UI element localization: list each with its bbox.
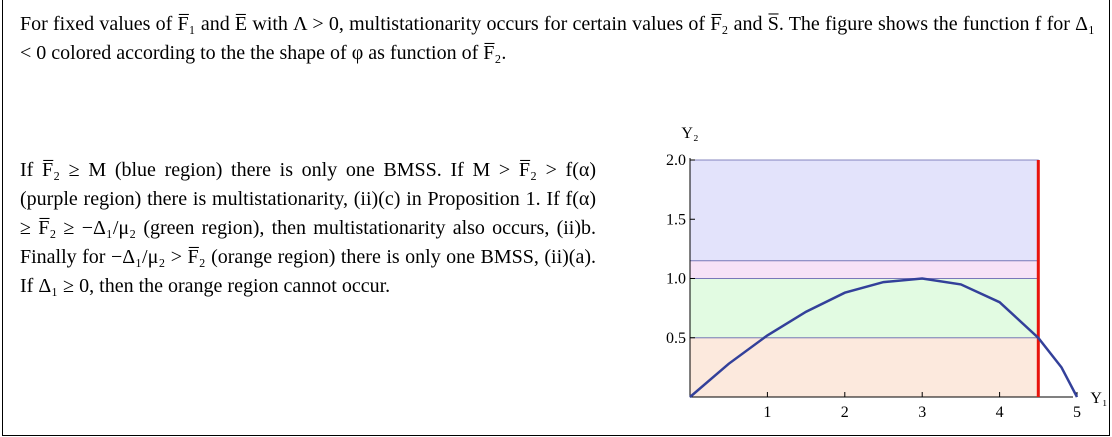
x-tick-label: 1 [763, 404, 771, 421]
y-tick-label: 0.5 [666, 330, 686, 347]
curve [689, 277, 1079, 398]
x-tick-label: 3 [918, 404, 926, 421]
x-axis-label: Y₁ [1090, 390, 1107, 407]
y-tick-label: 1.0 [666, 271, 686, 288]
x-tick-label: 5 [1073, 404, 1081, 421]
body-paragraph: If F̅₂ ≥ M (blue region) there is only o… [20, 159, 596, 297]
region [689, 159, 1039, 262]
x-tick-label: 4 [996, 404, 1004, 421]
x-tick-label: 2 [841, 404, 849, 421]
y-axis-label: Y₂ [681, 125, 698, 142]
region [689, 260, 1039, 279]
y-tick-label: 1.5 [666, 211, 686, 228]
y-tick-label: 2.0 [666, 152, 686, 169]
intro-paragraph: For fixed values of F̅₁ and E̅ with Λ > … [20, 13, 1095, 64]
region [689, 337, 1039, 398]
